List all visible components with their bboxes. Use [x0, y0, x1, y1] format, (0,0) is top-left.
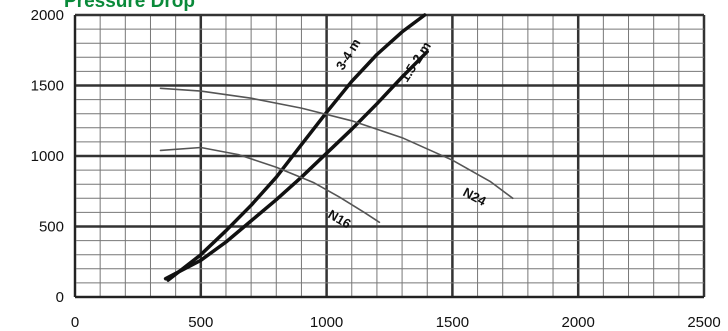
- x-tick-label: 500: [188, 314, 213, 331]
- x-tick-label: 1500: [436, 314, 469, 331]
- curve-label-n24: N24: [461, 184, 490, 209]
- series-line-n24: [159, 87, 514, 200]
- x-tick-label: 1000: [310, 314, 343, 331]
- x-tick-label: 2500: [687, 314, 720, 331]
- axes: 0 500 1000 1500 2000 2500 0 500 1000 1500 2000: [31, 7, 721, 331]
- y-tick-label: 2000: [31, 7, 64, 24]
- y-tick-label: 500: [39, 219, 64, 236]
- series-line-3-4-m: [166, 13, 427, 282]
- curve-labels: 3-4 m 1.5-2 m N16 N24: [326, 36, 490, 232]
- grid: [73, 13, 706, 299]
- chart-title: Pressure Drop: [64, 0, 195, 12]
- y-tick-label: 0: [56, 289, 64, 306]
- series-line-n16: [159, 146, 381, 224]
- y-tick-label: 1000: [31, 148, 64, 165]
- series-lines: [159, 13, 514, 282]
- curve-label-3-4m: 3-4 m: [333, 36, 364, 73]
- x-tick-label: 0: [71, 314, 79, 331]
- y-tick-label: 1500: [31, 78, 64, 95]
- curve-label-n16: N16: [326, 207, 354, 232]
- x-tick-label: 2000: [562, 314, 595, 331]
